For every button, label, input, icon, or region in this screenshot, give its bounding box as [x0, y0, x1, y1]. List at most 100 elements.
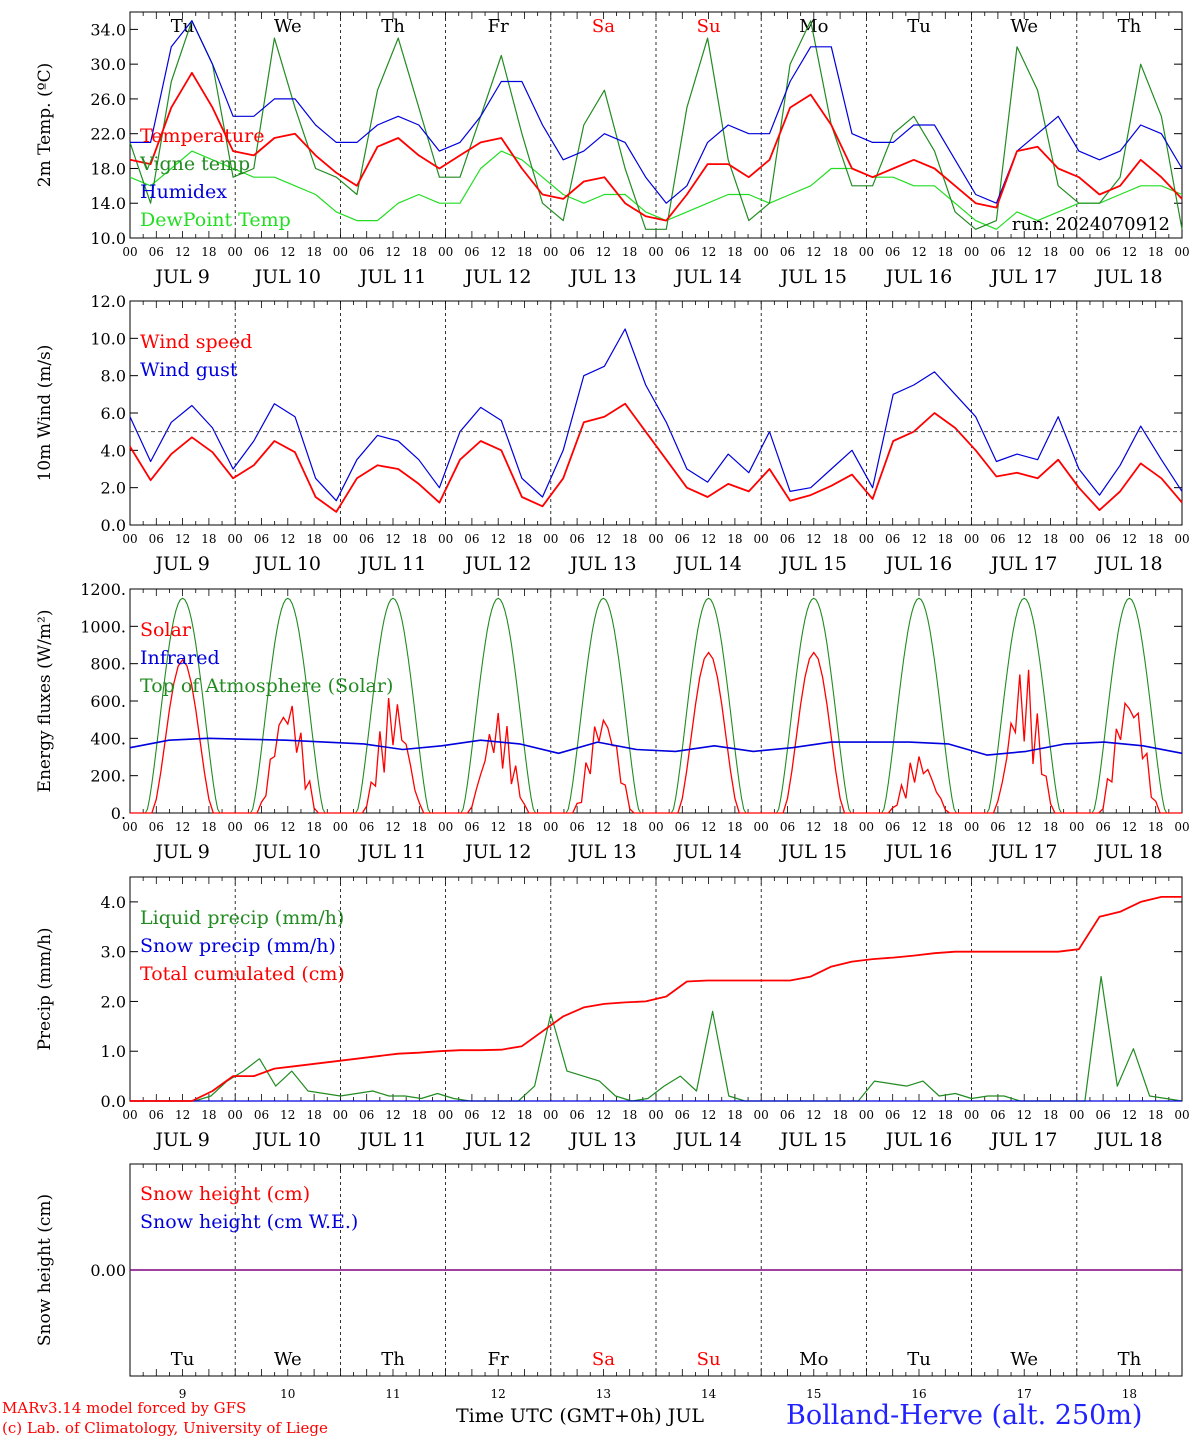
legend-entry: Temperature [140, 125, 264, 147]
legend-entry: Infrared [140, 647, 220, 669]
x-hour-label: 18 [201, 245, 216, 259]
x-hour-label: 18 [622, 1108, 637, 1122]
x-hour-label: 18 [727, 532, 742, 546]
x-hour-label: 06 [1095, 1108, 1110, 1122]
legend-entry: DewPoint Temp [140, 209, 291, 231]
x-hour-label: 00 [228, 532, 243, 546]
x-hour-label: 00 [648, 820, 663, 834]
panel-frame-1 [129, 300, 1183, 526]
x-hour-label: 12 [1017, 820, 1032, 834]
legend-entry: Wind speed [140, 331, 252, 353]
x-hour-label: 06 [990, 245, 1005, 259]
x-hour-label: 12 [701, 820, 716, 834]
x-hour-label: 00 [964, 820, 979, 834]
y-tick-label: 8.0 [101, 367, 126, 386]
day-name: We [1010, 16, 1038, 37]
series-infrared [129, 737, 1183, 756]
x-hour-label: 06 [569, 820, 584, 834]
x-hour-label: 18 [306, 820, 321, 834]
x-date-label: JUL 14 [673, 266, 741, 288]
x-hour-label: 12 [175, 245, 190, 259]
x-hour-label: 12 [280, 820, 295, 834]
x-date-label: JUL 18 [1094, 553, 1162, 575]
x-date-label: JUL 11 [358, 841, 426, 863]
x-hour-label: 12 [911, 820, 926, 834]
x-hour-label: 00 [859, 532, 874, 546]
x-date-label: JUL 18 [1094, 266, 1162, 288]
x-date-label: JUL 12 [463, 1129, 531, 1151]
x-date-label: JUL 11 [358, 1129, 426, 1151]
x-hour-label: 12 [491, 245, 506, 259]
y-axis-label: Energy fluxes (W/m²) [35, 610, 55, 793]
x-hour-label: 00 [964, 245, 979, 259]
x-date-label: JUL 14 [673, 1129, 741, 1151]
x-hour-label: 06 [359, 1108, 374, 1122]
y-tick-label: 2.0 [101, 479, 126, 498]
x-hour-label: 18 [832, 820, 847, 834]
x-hour-label: 00 [438, 532, 453, 546]
x-hour-label: 18 [622, 820, 637, 834]
x-date-label: JUL 9 [153, 1129, 209, 1151]
x-hour-label: 12 [491, 1108, 506, 1122]
x-hour-label: 06 [359, 532, 374, 546]
series-solar [130, 651, 1182, 814]
y-tick-label: 6.0 [101, 404, 126, 423]
x-hour-label: 18 [412, 532, 427, 546]
x-hour-label: 06 [149, 532, 164, 546]
x-date-label: JUL 16 [884, 553, 952, 575]
x-hour-label: 00 [1069, 1108, 1084, 1122]
y-axis-label: Snow height (cm) [35, 1194, 55, 1346]
x-date-label: JUL 15 [779, 553, 847, 575]
x-hour-label: 12 [1017, 1108, 1032, 1122]
y-tick-label: 1200. [80, 580, 126, 599]
x-date-label: JUL 14 [673, 553, 741, 575]
x-hour-label: 00 [543, 1108, 558, 1122]
x-hour-label: 06 [885, 532, 900, 546]
y-tick-label: 0. [111, 804, 126, 823]
x-hour-label: 12 [1017, 245, 1032, 259]
x-hour-label: 18 [1148, 1108, 1163, 1122]
y-tick-label: 4.0 [101, 893, 126, 912]
x-hour-label: 18 [306, 245, 321, 259]
x-hour-label: 00 [333, 245, 348, 259]
x-date-label: JUL 15 [779, 266, 847, 288]
x-date-label: JUL 12 [463, 553, 531, 575]
x-hour-label: 12 [596, 820, 611, 834]
x-hour-label: 00 [333, 532, 348, 546]
x-date-label: JUL 13 [568, 266, 636, 288]
legend-entry: Top of Atmosphere (Solar) [140, 675, 393, 697]
run-annotation: run: 2024070912 [1012, 214, 1170, 235]
x-hour-label: 18 [306, 532, 321, 546]
x-hour-label: 06 [149, 820, 164, 834]
x-hour-label: 12 [911, 1108, 926, 1122]
x-hour-label: 18 [306, 1108, 321, 1122]
day-name: Tu [907, 1349, 931, 1370]
series-dewpoint-temp [129, 150, 1183, 230]
x-hour-label: 12 [1122, 820, 1137, 834]
bottom-day-number: 12 [491, 1387, 506, 1401]
day-name: Tu [907, 16, 931, 37]
x-hour-label: 18 [1148, 245, 1163, 259]
credit-lab: (c) Lab. of Climatology, University of L… [2, 1419, 328, 1437]
bottom-day-number: 10 [280, 1387, 295, 1401]
x-hour-label: 06 [780, 245, 795, 259]
x-hour-label: 12 [385, 245, 400, 259]
x-hour-label: 18 [412, 820, 427, 834]
x-hour-label: 06 [990, 820, 1005, 834]
y-tick-label: 0.0 [101, 516, 126, 535]
y-tick-label: 2.0 [101, 992, 126, 1011]
series-wind-gust [129, 328, 1183, 502]
x-hour-label: 18 [727, 1108, 742, 1122]
x-hour-label: 12 [911, 532, 926, 546]
x-hour-label: 00 [1174, 245, 1189, 259]
x-hour-label: 06 [780, 532, 795, 546]
x-hour-label: 06 [254, 245, 269, 259]
y-tick-label: 22.0 [90, 125, 126, 144]
day-name: Sa [592, 1349, 615, 1370]
bottom-day-number: 15 [806, 1387, 821, 1401]
x-hour-label: 18 [412, 1108, 427, 1122]
legend-entry: Humidex [140, 181, 227, 203]
y-tick-label: 400. [90, 729, 126, 748]
time-axis-label: Time UTC (GMT+0h) JUL [456, 1405, 704, 1427]
